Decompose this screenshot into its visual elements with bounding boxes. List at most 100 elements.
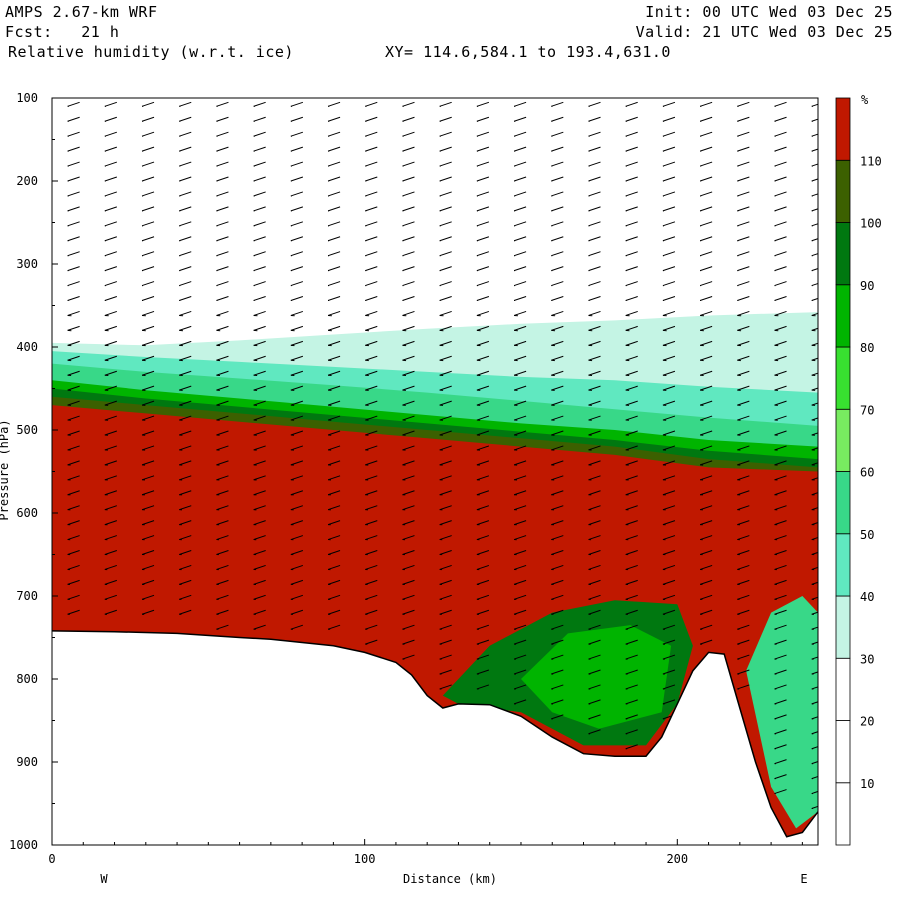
wind-barb-flag: [104, 445, 117, 451]
header-line2-left: Fcst: 21 h: [5, 23, 120, 41]
wind-barb-flag: [253, 400, 266, 406]
wind-barb-flag: [253, 594, 266, 600]
wind-barb-flag: [327, 415, 341, 421]
wind-barb-flag: [737, 579, 750, 585]
wind-barb-flag: [179, 206, 192, 212]
wind-barb-flag: [774, 445, 787, 451]
wind-barb-flag: [179, 564, 192, 570]
rh-east-band-50: [746, 596, 818, 829]
wind-barb-flag: [104, 116, 117, 122]
y-tick-label: 600: [16, 506, 38, 520]
wind-barb-flag: [513, 116, 527, 122]
wind-barb-flag: [439, 251, 452, 257]
wind-barb-flag: [439, 161, 452, 167]
wind-barb-flag: [104, 131, 117, 137]
wind-barb-flag: [253, 310, 266, 316]
wind-barb-flag: [253, 191, 266, 197]
wind-barb-flag: [551, 385, 564, 391]
wind-barb-flag: [290, 520, 304, 526]
wind-barb-flag: [439, 505, 452, 511]
wind-barb-flag: [737, 400, 750, 406]
wind-barb-flag: [67, 564, 80, 570]
wind-barb-flag: [737, 370, 750, 376]
wind-barb-flag: [699, 176, 713, 182]
wind-barb-flag: [439, 370, 452, 376]
header-line3-right: XY= 114.6,584.1 to 193.4,631.0: [385, 43, 671, 61]
wind-barb-flag: [513, 206, 527, 212]
wind-barb-flag: [179, 161, 192, 167]
wind-barb-flag: [699, 550, 713, 555]
wind-barb-flag: [513, 310, 527, 316]
x-tick-label: 0: [48, 852, 55, 866]
wind-barb-flag: [216, 236, 229, 242]
wind-barb-flag: [402, 624, 415, 630]
wind-barb-flag: [625, 624, 638, 630]
wind-barb-flag: [365, 296, 378, 301]
colorbar-swatch: [835, 408, 851, 472]
wind-barb-flag: [327, 385, 341, 391]
wind-barb-flag: [179, 101, 192, 107]
wind-barb-flag: [290, 460, 304, 466]
wind-barb-flag: [513, 460, 527, 466]
wind-barb-flag: [551, 699, 564, 705]
wind-barb-flag: [699, 445, 713, 451]
wind-barb-flag: [551, 176, 564, 182]
wind-barb-flag: [699, 594, 713, 600]
wind-barb-flag: [179, 505, 192, 511]
wind-barb-flag: [179, 385, 192, 391]
wind-barb-flag: [141, 535, 155, 541]
wind-barb-flag: [513, 564, 527, 570]
wind-barb-flag: [476, 281, 490, 287]
wind-barb-flag: [104, 310, 117, 316]
x-tick-label: 100: [354, 852, 376, 866]
wind-barb-flag: [402, 430, 415, 436]
wind-barb-flag: [662, 236, 676, 242]
wind-barb-flag: [439, 131, 452, 137]
wind-barb-flag: [588, 206, 601, 212]
wind-barb-flag: [588, 221, 601, 227]
wind-barb-flag: [141, 236, 155, 242]
wind-barb-flag: [141, 310, 155, 316]
wind-barb-flag: [402, 564, 415, 570]
wind-barb-flag: [290, 251, 304, 257]
wind-barb-flag: [253, 296, 266, 301]
wind-barb-flag: [588, 564, 601, 570]
wind-barb-flag: [104, 475, 117, 481]
wind-barb-flag: [476, 131, 490, 137]
x-tick-label: 200: [666, 852, 688, 866]
wind-barb-flag: [513, 415, 527, 421]
y-tick-label: 300: [16, 257, 38, 271]
wind-barb-flag: [774, 505, 787, 511]
colorbar-label: 80: [860, 341, 874, 355]
wind-barb-flag: [290, 579, 304, 585]
wind-barb-flag: [104, 609, 117, 615]
wind-barb-flag: [290, 535, 304, 541]
wind-barb-flag: [439, 266, 452, 272]
wind-barb-flag: [327, 340, 341, 346]
colorbar-swatch: [835, 284, 851, 348]
wind-barb-flag: [551, 654, 564, 660]
wind-barb-flag: [699, 564, 713, 570]
wind-barb-flag: [737, 101, 750, 107]
wind-barb-flag: [625, 654, 638, 660]
wind-barb-flag: [439, 445, 452, 451]
wind-barb-flag: [402, 594, 415, 600]
y-tick-label: 900: [16, 755, 38, 769]
wind-barb-flag: [737, 310, 750, 316]
wind-barb-flag: [476, 146, 490, 152]
wind-barb-flag: [365, 609, 378, 615]
wind-barb-flag: [179, 609, 192, 615]
wind-barb-flag: [699, 266, 713, 272]
wind-barb-flag: [327, 131, 341, 137]
wind-barb-flag: [513, 579, 527, 585]
wind-barb-flag: [551, 475, 564, 481]
wind-barb-flag: [290, 266, 304, 272]
wind-barb-flag: [141, 296, 155, 301]
wind-barb-flag: [513, 296, 527, 301]
wind-barb-flag: [737, 535, 750, 541]
wind-barb-flag: [67, 415, 80, 421]
wind-barb-flag: [67, 325, 80, 331]
wind-barb-flag: [104, 370, 117, 376]
wind-barb-flag: [551, 340, 564, 346]
wind-barb-flag: [365, 101, 378, 107]
